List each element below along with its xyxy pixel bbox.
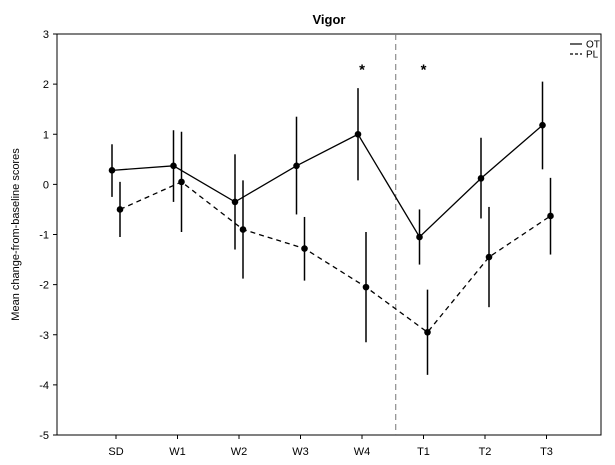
- x-tick-label: T2: [479, 446, 492, 458]
- data-point: [416, 233, 423, 241]
- data-point: [116, 206, 124, 213]
- series-ot: [108, 81, 546, 265]
- data-point: [301, 245, 308, 252]
- data-point: [178, 178, 185, 186]
- series-line: [111, 124, 543, 239]
- y-tick-label: -3: [39, 330, 49, 342]
- data-point: [354, 130, 362, 138]
- chart-title: Vigor: [313, 12, 346, 27]
- data-point: [231, 198, 239, 206]
- x-tick-label: W2: [231, 446, 248, 458]
- y-axis-title: Mean change-from-baseline scores: [10, 148, 22, 321]
- significance-marker: *: [359, 62, 365, 79]
- series-layer: [108, 81, 554, 375]
- y-tick-label: -2: [39, 280, 49, 292]
- x-tick-label: W3: [292, 446, 309, 458]
- data-point: [485, 253, 493, 261]
- data-point: [547, 212, 554, 220]
- y-tick-label: -5: [39, 430, 49, 442]
- legend-label: OT: [586, 40, 600, 51]
- y-tick-label: 0: [43, 179, 49, 191]
- data-point: [108, 167, 116, 174]
- data-point: [539, 121, 546, 129]
- series-pl: [116, 131, 554, 375]
- y-tick-label: 1: [43, 129, 49, 141]
- plot-frame: [56, 33, 602, 436]
- x-tick-label: W1: [169, 446, 186, 458]
- data-point: [293, 162, 300, 170]
- data-point: [170, 162, 177, 170]
- series-line: [119, 181, 551, 334]
- x-tick-label: T3: [540, 446, 553, 458]
- x-tick-label: W4: [354, 446, 371, 458]
- significance-marker: *: [421, 62, 427, 79]
- data-point: [424, 328, 431, 336]
- data-point: [239, 226, 247, 233]
- y-tick-label: -4: [39, 380, 49, 392]
- legend-label: PL: [586, 50, 599, 61]
- annotations: * *: [359, 62, 427, 79]
- y-tick-label: -1: [39, 230, 49, 242]
- x-axis-ticks: SD W1 W2 W3 W4 T1 T2 T3: [108, 435, 553, 458]
- data-point: [362, 283, 370, 291]
- x-tick-label: T1: [417, 446, 430, 458]
- x-tick-label: SD: [108, 446, 123, 458]
- y-tick-label: 2: [43, 79, 49, 91]
- y-tick-label: 3: [43, 29, 49, 41]
- y-axis-ticks: -5 -4 -3 -2 -1 0 1 2 3: [39, 29, 57, 442]
- data-point: [477, 175, 485, 182]
